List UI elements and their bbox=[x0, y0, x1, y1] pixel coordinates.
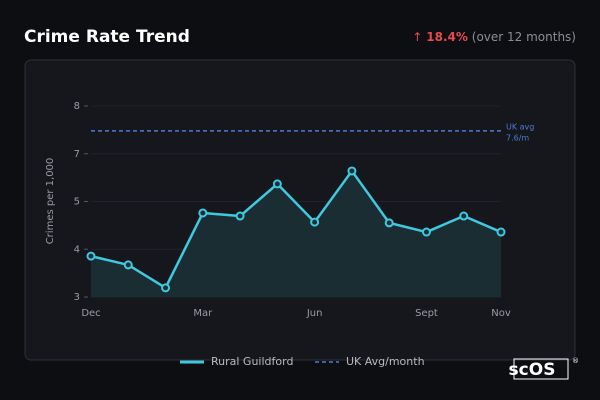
x-tick-label: Sept bbox=[415, 308, 438, 319]
logo: scOS bbox=[509, 360, 556, 380]
point bbox=[235, 211, 245, 221]
title: Crime Rate Trend bbox=[24, 27, 190, 47]
x-tick-label: Mar bbox=[193, 308, 213, 319]
area bbox=[91, 170, 501, 297]
x-tick-label: Jun bbox=[306, 308, 323, 319]
y-tick-label: 5 bbox=[74, 197, 80, 208]
y-axis-title: Crimes per 1,000 bbox=[45, 158, 56, 245]
logo-mark: ® bbox=[572, 357, 579, 365]
y-tick-label: 3 bbox=[74, 292, 80, 303]
point bbox=[310, 217, 320, 227]
change-value: 18.4% bbox=[426, 30, 468, 44]
legend-label: UK Avg/month bbox=[346, 355, 425, 368]
point bbox=[198, 208, 208, 218]
line bbox=[90, 169, 502, 290]
point bbox=[123, 260, 133, 270]
x-tick-label: Nov bbox=[491, 308, 511, 319]
point bbox=[272, 179, 282, 189]
change-note: (over 12 months) bbox=[472, 30, 576, 44]
logo-frame bbox=[513, 358, 569, 380]
point bbox=[161, 283, 171, 293]
y-tick-label: 4 bbox=[74, 244, 80, 255]
point bbox=[459, 211, 469, 221]
reference-label: UK avg bbox=[506, 122, 534, 131]
legend-label: Rural Guildford bbox=[211, 355, 293, 368]
point bbox=[347, 166, 357, 176]
reference-label: 7.6/m bbox=[506, 133, 529, 142]
plot: 3 4 5 7 8 Dec Mar Jun Sept Nov UK avg 7.6/m bbox=[74, 101, 535, 319]
change-summary: ↑ 18.4% (over 12 months) bbox=[412, 30, 576, 44]
y-tick-label: 7 bbox=[74, 149, 80, 160]
point bbox=[86, 251, 96, 261]
point bbox=[384, 218, 394, 228]
change-arrow: ↑ bbox=[412, 30, 422, 44]
point bbox=[421, 227, 431, 237]
y-tick-label: 8 bbox=[74, 101, 80, 112]
x-tick-label: Dec bbox=[81, 308, 100, 319]
point bbox=[496, 227, 506, 237]
